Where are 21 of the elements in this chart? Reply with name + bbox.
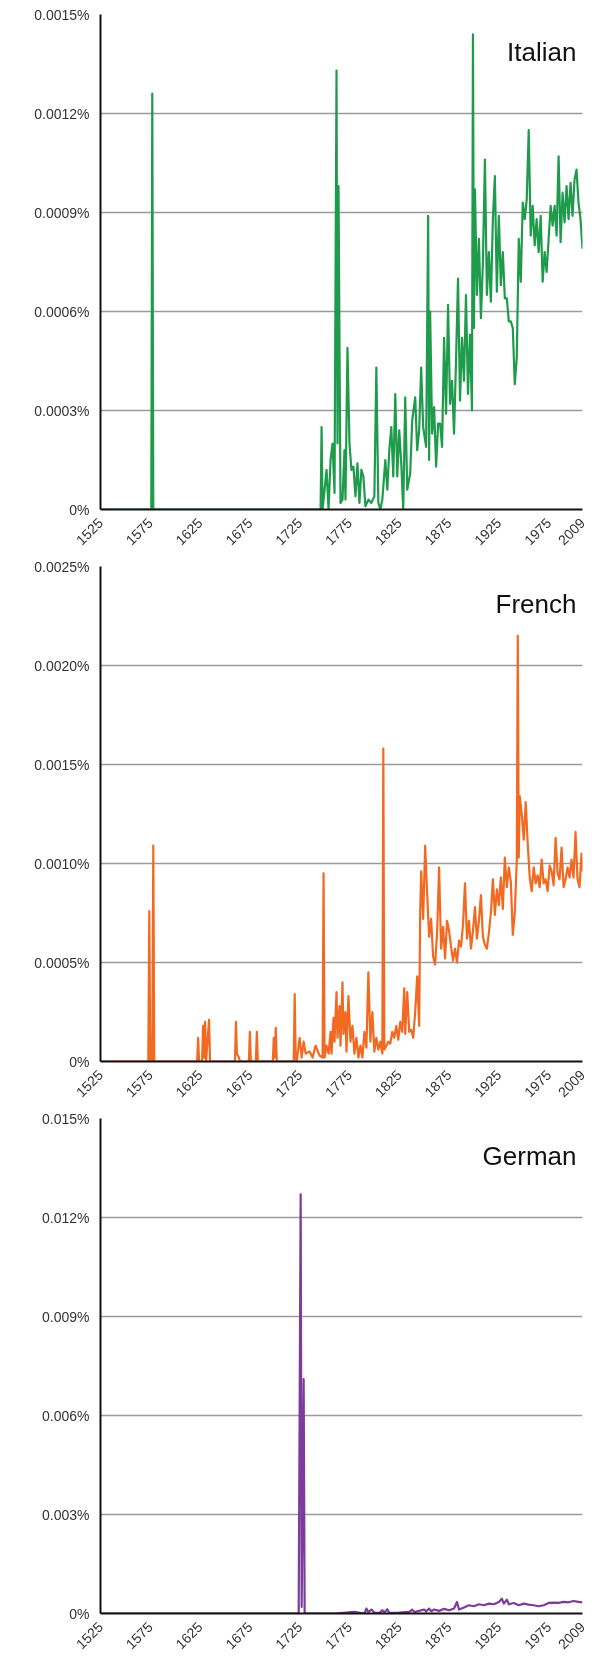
y-tick-label: 0%	[69, 1053, 90, 1070]
text: German	[482, 1140, 577, 1171]
y-tick-label: 0.015%	[42, 1110, 90, 1127]
y-tick-label: 0.009%	[42, 1308, 90, 1325]
y-tick-label: 0.0015%	[34, 6, 90, 23]
y-tick-label: 0.012%	[42, 1209, 90, 1226]
y-tick-label: 0.0006%	[34, 303, 90, 320]
y-tick-label: 0.0009%	[34, 204, 90, 221]
text: French	[495, 588, 577, 619]
y-tick-label: 0.0020%	[34, 657, 90, 674]
y-tick-label: 0.003%	[42, 1506, 90, 1523]
y-tick-label: 0%	[69, 1605, 90, 1622]
y-tick-label: 0.006%	[42, 1407, 90, 1424]
y-tick-label: 0%	[69, 501, 90, 518]
y-tick-label: 0.0015%	[34, 756, 90, 773]
y-tick-label: 0.0003%	[34, 402, 90, 419]
y-tick-label: 0.0005%	[34, 954, 90, 971]
text: Italian	[507, 36, 577, 67]
y-tick-label: 0.0025%	[34, 558, 90, 575]
y-tick-label: 0.0012%	[34, 105, 90, 122]
y-tick-label: 0.0010%	[34, 855, 90, 872]
